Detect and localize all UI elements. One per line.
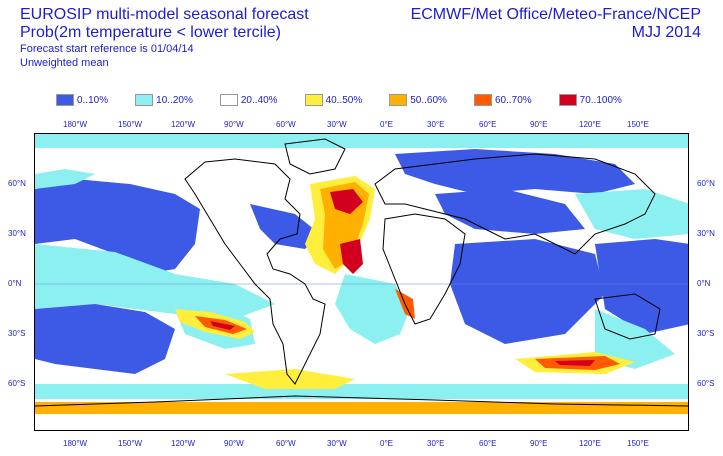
region-indian-south-red <box>555 360 595 366</box>
lat-tick-right: 60°S <box>697 379 715 388</box>
coast-eurasia <box>374 153 656 255</box>
region-south-atlantic <box>335 274 410 344</box>
coast-antarctica <box>35 395 688 407</box>
lat-tick-right: 60°N <box>697 179 715 188</box>
lon-tick-bottom: 180°W <box>63 439 88 448</box>
legend-label: 10..20% <box>156 94 193 106</box>
map-panel <box>34 133 689 431</box>
legend-label: 20..40% <box>240 94 278 106</box>
legend-item: 60..70% <box>473 94 532 106</box>
region-southern-ocean-yellow <box>225 369 355 389</box>
lon-tick-bottom: 90°W <box>224 439 244 448</box>
legend-label: 40..50% <box>325 94 363 106</box>
legend-swatch <box>389 94 408 106</box>
region-east-asia-light <box>575 189 688 239</box>
legend-label: 60..70% <box>494 94 532 106</box>
forecast-start-reference: Forecast start reference is 01/04/14 <box>20 43 194 55</box>
legend-item: 40..50% <box>304 94 363 106</box>
legend-swatch <box>473 94 492 106</box>
legend-label: 50..60% <box>410 94 447 106</box>
lon-tick-top: 180°W <box>63 120 88 129</box>
lon-tick-top: 120°E <box>579 120 601 129</box>
map-title: EUROSIP multi-model seasonal forecast <box>20 6 309 23</box>
region-atlantic-red-south <box>340 239 363 274</box>
lon-tick-bottom: 120°W <box>171 439 196 448</box>
legend-swatch <box>219 94 238 106</box>
lat-tick-left: 0°N <box>8 279 22 288</box>
legend-label: 70..100% <box>579 94 622 106</box>
region-se-pacific-red <box>210 321 235 330</box>
legend-swatch <box>304 94 323 106</box>
lat-tick-left: 30°S <box>8 329 26 338</box>
lon-tick-top: 30°W <box>327 120 347 129</box>
region-north-america-east <box>250 204 320 249</box>
region-tropical-pacific <box>35 244 275 319</box>
region-tasman-light <box>595 309 675 369</box>
lon-tick-bottom: 60°E <box>479 439 497 448</box>
lat-tick-right: 0°N <box>697 279 711 288</box>
cyan-band-north <box>35 134 688 148</box>
legend-item: 70..100% <box>558 94 622 106</box>
region-southern-ocean-light <box>35 384 688 399</box>
legend-item: 50..60% <box>389 94 447 106</box>
title-right: ECMWF/Met Office/Meteo-France/NCEP MJJ 2… <box>411 6 701 42</box>
lon-tick-bottom: 0°E <box>380 439 393 448</box>
lon-tick-top: 90°W <box>224 120 244 129</box>
legend-swatch <box>558 94 577 106</box>
lon-tick-top: 60°W <box>276 120 296 129</box>
region-north-pacific <box>35 179 200 274</box>
region-atlantic-red-north <box>330 189 363 214</box>
lon-tick-top: 150°W <box>118 120 143 129</box>
map-subtitle: Prob(2m temperature < lower tercile) <box>20 24 281 41</box>
lat-tick-left: 30°N <box>8 229 26 238</box>
coast-americas <box>184 158 326 385</box>
title-block: EUROSIP multi-model seasonal forecast Pr… <box>20 6 309 70</box>
lon-tick-bottom: 90°E <box>530 439 548 448</box>
legend-item: 0..10% <box>56 94 108 106</box>
lon-tick-bottom: 150°W <box>118 439 143 448</box>
lon-tick-top: 120°W <box>171 120 196 129</box>
forecast-season: MJJ 2014 <box>631 24 701 41</box>
region-south-pacific <box>35 304 175 374</box>
lon-tick-top: 0°E <box>380 120 393 129</box>
lon-tick-bottom: 30°W <box>327 439 347 448</box>
mean-type: Unweighted mean <box>20 57 109 69</box>
lat-tick-left: 60°N <box>8 179 26 188</box>
lat-tick-right: 30°S <box>697 329 715 338</box>
lon-tick-bottom: 60°W <box>276 439 296 448</box>
lon-tick-bottom: 150°E <box>627 439 649 448</box>
region-west-pacific <box>595 239 688 334</box>
region-asia-central <box>435 189 585 234</box>
lat-tick-left: 60°S <box>8 379 26 388</box>
lon-tick-top: 60°E <box>479 120 497 129</box>
legend-label: 0..10% <box>77 94 109 106</box>
legend-item: 10..20% <box>135 94 193 106</box>
lon-tick-bottom: 30°E <box>427 439 445 448</box>
legend-swatch <box>135 94 154 106</box>
forecast-centres: ECMWF/Met Office/Meteo-France/NCEP <box>410 6 701 23</box>
legend-swatch <box>56 94 74 106</box>
lon-tick-top: 90°E <box>530 120 548 129</box>
region-indian-ocean <box>450 239 605 344</box>
region-antarctic-white <box>35 414 688 430</box>
legend: 0..10% 10..20% 20..40% 40..50% 50..60% 6… <box>56 94 649 106</box>
coast-africa <box>382 213 466 325</box>
legend-item: 20..40% <box>219 94 278 106</box>
probability-map <box>35 134 688 430</box>
lon-tick-top: 30°E <box>427 120 445 129</box>
region-north-pacific-light <box>35 169 95 189</box>
coast-greenland <box>284 138 346 175</box>
lon-tick-bottom: 120°E <box>579 439 601 448</box>
lon-tick-top: 150°E <box>627 120 649 129</box>
lat-tick-right: 30°N <box>697 229 715 238</box>
coast-australia <box>594 293 661 340</box>
region-eurasia-north <box>395 149 635 194</box>
